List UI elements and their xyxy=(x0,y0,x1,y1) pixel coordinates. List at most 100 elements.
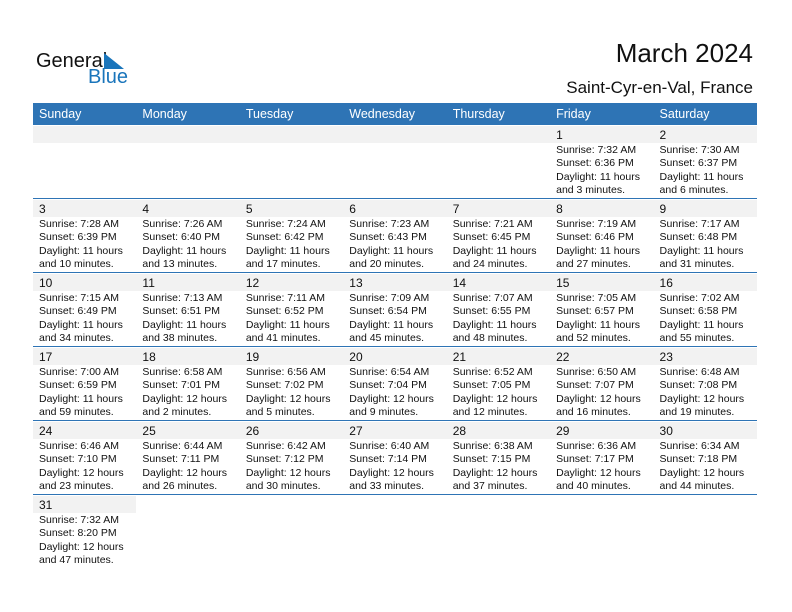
day-number: 6 xyxy=(343,200,447,217)
daylight-text: Daylight: 12 hours xyxy=(39,540,124,553)
day-info: Sunrise: 7:21 AM Sunset: 6:45 PM Daylight:… xyxy=(447,217,550,272)
day-cell xyxy=(446,126,551,198)
day-number: 5 xyxy=(239,200,344,217)
day-cell: 23 Sunrise: 6:48 AM Sunset: 7:08 PM Dayligh… xyxy=(653,348,757,420)
weekday-tuesday: Tuesday xyxy=(245,107,294,121)
minutes-text: and 23 minutes. xyxy=(39,480,114,493)
day-number: 19 xyxy=(239,348,344,365)
day-cell: 18 Sunrise: 6:58 AM Sunset: 7:01 PM Dayligh… xyxy=(136,348,240,420)
logo-text-blue: Blue xyxy=(88,66,129,88)
day-info: Sunrise: 7:32 AM Sunset: 8:20 PM Daylight:… xyxy=(33,513,136,568)
sunset-text: Sunset: 6:58 PM xyxy=(659,305,738,318)
sunrise-text: Sunrise: 7:13 AM xyxy=(142,292,223,304)
daylight-text: Daylight: 11 hours xyxy=(39,244,123,257)
day-cell: 29 Sunrise: 6:36 AM Sunset: 7:17 PM Dayligh… xyxy=(550,422,654,494)
calendar: Sunday Monday Tuesday Wednesday Thursday Frid… xyxy=(33,103,757,568)
day-number: 7 xyxy=(446,200,551,217)
day-cell: 16 Sunrise: 7:02 AM Sunset: 6:58 PM Dayligh… xyxy=(653,274,757,346)
day-number: 2 xyxy=(653,126,757,143)
day-cell: 3 Sunrise: 7:28 AM Sunset: 6:39 PM Daylight… xyxy=(33,200,137,272)
sunset-text: Sunset: 6:46 PM xyxy=(556,231,634,244)
day-number: 12 xyxy=(239,274,344,291)
daylight-text: Daylight: 12 hours xyxy=(245,392,331,405)
sunset-text: Sunset: 7:01 PM xyxy=(142,379,221,392)
sunset-text: Sunset: 6:49 PM xyxy=(39,305,117,318)
day-info: Sunrise: 6:46 AM Sunset: 7:10 PM Daylight:… xyxy=(33,439,136,494)
minutes-text: and 10 minutes. xyxy=(39,258,114,271)
logo-text-general: General xyxy=(36,50,108,72)
day-cell xyxy=(654,496,757,568)
sunset-text: Sunset: 6:51 PM xyxy=(142,305,221,318)
day-number: 28 xyxy=(446,422,551,439)
day-info: Sunrise: 6:40 AM Sunset: 7:14 PM Daylight:… xyxy=(343,439,446,494)
day-cell: 19 Sunrise: 6:56 AM Sunset: 7:02 PM Dayligh… xyxy=(239,348,344,420)
day-info: Sunrise: 7:02 AM Sunset: 6:58 PM Daylight:… xyxy=(654,291,757,346)
day-cell xyxy=(550,496,653,568)
week-row: 31 Sunrise: 7:32 AM Sunset: 8:20 PM Dayligh… xyxy=(33,496,757,568)
sunset-text: Sunset: 7:07 PM xyxy=(556,379,634,392)
daylight-text: Daylight: 11 hours xyxy=(245,318,330,331)
day-info: Sunrise: 6:34 AM Sunset: 7:18 PM Daylight:… xyxy=(654,439,757,494)
daylight-text: Daylight: 11 hours xyxy=(142,244,227,257)
day-cell xyxy=(343,496,446,568)
daylight-text: Daylight: 11 hours xyxy=(142,318,227,331)
day-cell: 21 Sunrise: 6:52 AM Sunset: 7:05 PM Dayligh… xyxy=(446,348,551,420)
sunrise-text: Sunrise: 6:34 AM xyxy=(659,440,740,452)
day-info: Sunrise: 7:19 AM Sunset: 6:46 PM Daylight:… xyxy=(550,217,653,272)
daylight-text: Daylight: 11 hours xyxy=(349,244,434,257)
daylight-text: Daylight: 12 hours xyxy=(556,466,641,479)
week-row: 1 Sunrise: 7:32 AM Sunset: 6:36 PM Daylight… xyxy=(33,126,757,199)
logo-triangle-icon xyxy=(104,53,124,69)
day-number: 3 xyxy=(33,200,137,217)
sunset-text: Sunset: 7:08 PM xyxy=(659,379,738,392)
day-number: 15 xyxy=(550,274,654,291)
sunrise-text: Sunrise: 6:52 AM xyxy=(452,366,533,378)
day-number: 13 xyxy=(343,274,447,291)
day-info: Sunrise: 7:09 AM Sunset: 6:54 PM Daylight:… xyxy=(343,291,446,346)
weekday-wednesday: Wednesday xyxy=(349,107,416,121)
minutes-text: and 12 minutes. xyxy=(452,406,528,419)
minutes-text: and 33 minutes. xyxy=(349,480,424,493)
sunset-text: Sunset: 7:14 PM xyxy=(349,453,427,466)
day-cell xyxy=(343,126,447,198)
day-info: Sunrise: 6:58 AM Sunset: 7:01 PM Daylight:… xyxy=(136,365,239,420)
day-info: Sunrise: 7:32 AM Sunset: 6:36 PM Daylight:… xyxy=(550,143,653,198)
minutes-text: and 26 minutes. xyxy=(142,480,218,493)
day-info: Sunrise: 7:23 AM Sunset: 6:43 PM Daylight:… xyxy=(343,217,446,272)
week-row: 3 Sunrise: 7:28 AM Sunset: 6:39 PM Daylight… xyxy=(33,200,757,273)
day-number: 26 xyxy=(239,422,344,439)
empty-date-band xyxy=(33,126,137,143)
day-info: Sunrise: 7:28 AM Sunset: 6:39 PM Daylight:… xyxy=(33,217,136,272)
day-info: Sunrise: 7:00 AM Sunset: 6:59 PM Daylight:… xyxy=(33,365,136,420)
location-subtitle: Saint-Cyr-en-Val, France xyxy=(566,78,753,97)
sunrise-text: Sunrise: 7:24 AM xyxy=(245,218,326,230)
sunrise-text: Sunrise: 7:26 AM xyxy=(142,218,223,230)
day-number: 24 xyxy=(33,422,137,439)
day-number: 16 xyxy=(653,274,757,291)
sunrise-text: Sunrise: 6:46 AM xyxy=(39,440,119,452)
daylight-text: Daylight: 12 hours xyxy=(39,466,124,479)
day-number: 25 xyxy=(136,422,240,439)
day-cell xyxy=(239,126,344,198)
day-cell: 12 Sunrise: 7:11 AM Sunset: 6:52 PM Dayligh… xyxy=(239,274,344,346)
day-cell: 24 Sunrise: 6:46 AM Sunset: 7:10 PM Dayligh… xyxy=(33,422,137,494)
sunrise-text: Sunrise: 7:32 AM xyxy=(39,514,119,526)
day-number: 31 xyxy=(33,496,137,513)
day-info: Sunrise: 7:17 AM Sunset: 6:48 PM Daylight:… xyxy=(654,217,757,272)
day-number: 17 xyxy=(33,348,137,365)
daylight-text: Daylight: 12 hours xyxy=(142,466,228,479)
sunrise-text: Sunrise: 7:28 AM xyxy=(39,218,119,230)
sunset-text: Sunset: 7:15 PM xyxy=(452,453,531,466)
sunset-text: Sunset: 7:05 PM xyxy=(452,379,531,392)
sunset-text: Sunset: 6:42 PM xyxy=(245,231,324,244)
sunset-text: Sunset: 7:17 PM xyxy=(556,453,634,466)
sunset-text: Sunset: 6:37 PM xyxy=(659,157,738,170)
day-number: 1 xyxy=(550,126,654,143)
sunrise-text: Sunrise: 7:11 AM xyxy=(245,292,326,304)
sunset-text: Sunset: 6:59 PM xyxy=(39,379,117,392)
day-cell: 20 Sunrise: 6:54 AM Sunset: 7:04 PM Dayligh… xyxy=(343,348,447,420)
sunrise-text: Sunrise: 7:02 AM xyxy=(659,292,740,304)
sunset-text: Sunset: 7:02 PM xyxy=(245,379,324,392)
sunrise-text: Sunrise: 7:19 AM xyxy=(556,218,637,230)
sunrise-text: Sunrise: 6:44 AM xyxy=(142,440,223,452)
